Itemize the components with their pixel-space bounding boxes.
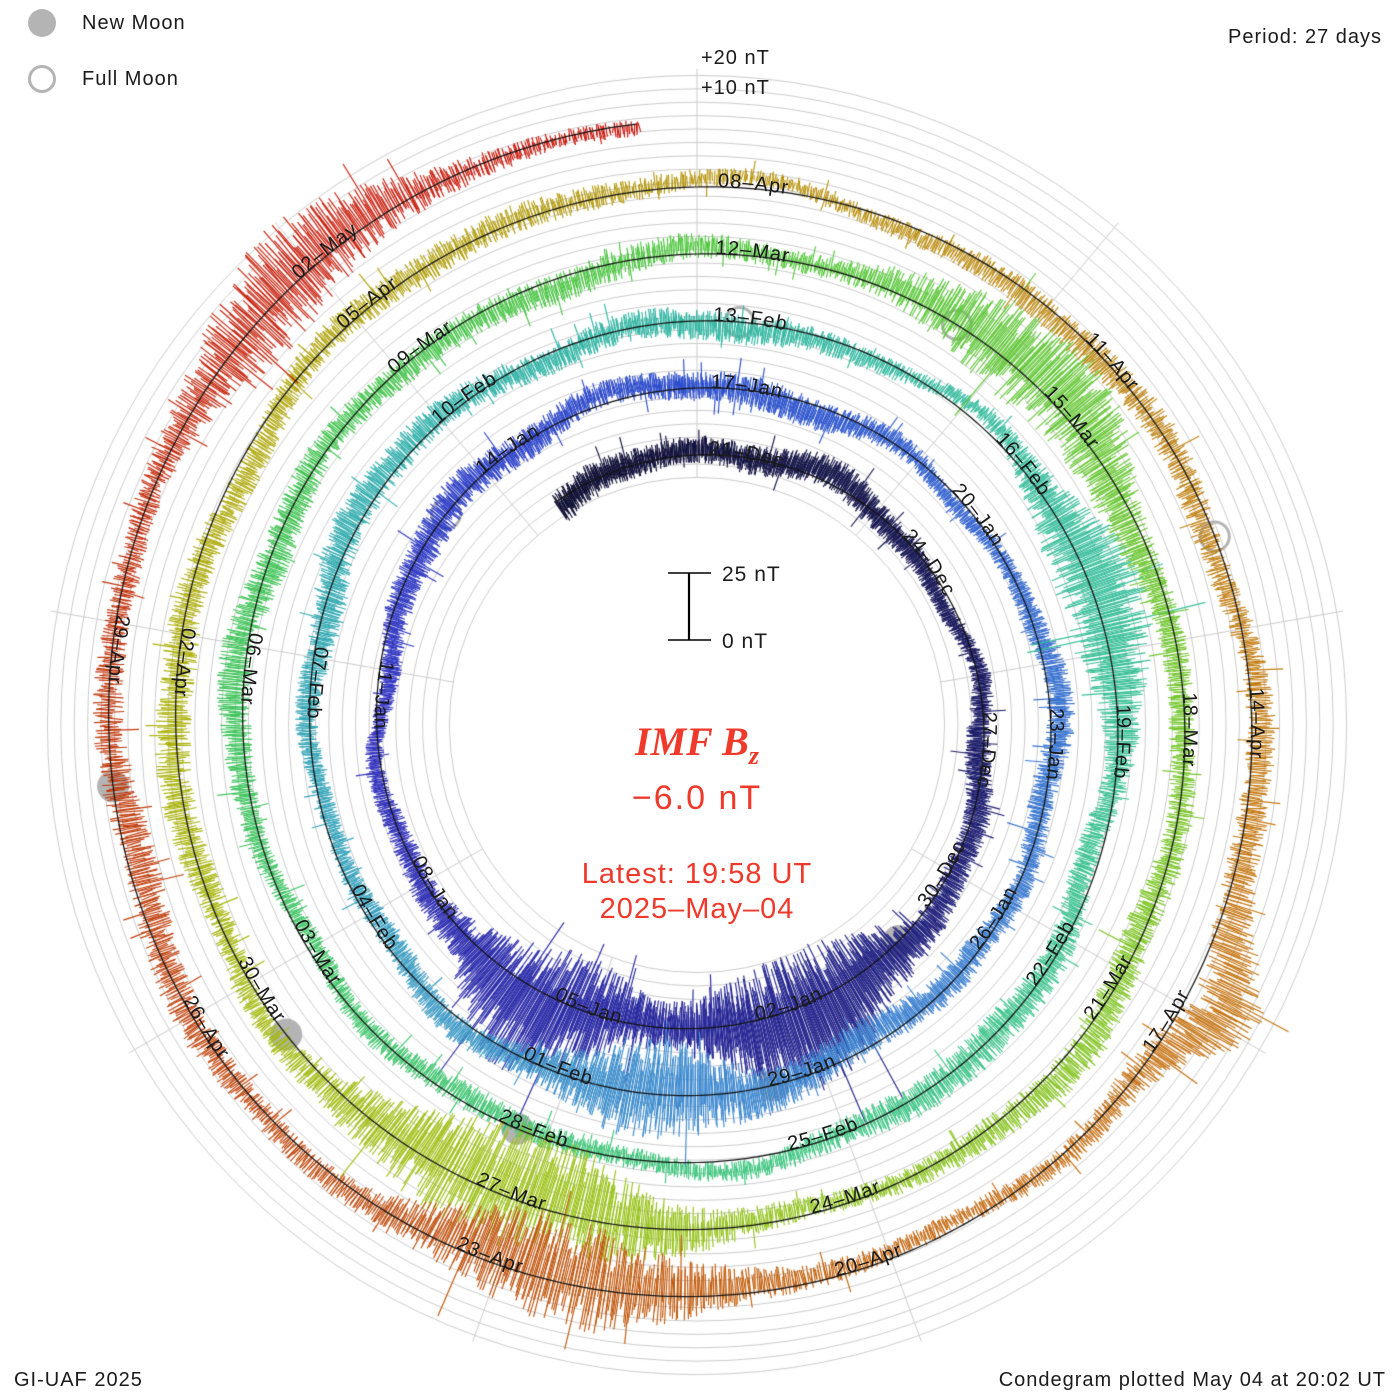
- imf-bz-current-value: −6.0 nT: [631, 779, 763, 817]
- grid-label-plus20nT: +20 nT: [701, 47, 770, 69]
- latest-date-label: 2025–May–04: [599, 893, 795, 925]
- latest-time-label: Latest: 19:58 UT: [581, 858, 813, 890]
- legend-new-moon: New Moon: [28, 4, 186, 42]
- new-moon-label: New Moon: [82, 11, 186, 34]
- plotted-timestamp: Condegram plotted May 04 at 20:02 UT: [998, 1369, 1386, 1391]
- full-moon-icon: [28, 65, 56, 93]
- new-moon-icon: [28, 9, 56, 37]
- grid-label-plus10nT: +10 nT: [701, 77, 770, 99]
- period-label: Period: 27 days: [1228, 26, 1382, 48]
- credit-label: GI-UAF 2025: [14, 1369, 143, 1391]
- center-annotation: IMF Bz −6.0 nT Latest: 19:58 UT 2025–May…: [497, 718, 897, 926]
- legend-full-moon: Full Moon: [28, 60, 186, 98]
- moon-legend: New Moon Full Moon: [28, 4, 186, 116]
- imf-bz-title: IMF Bz: [635, 719, 759, 770]
- full-moon-label: Full Moon: [82, 67, 179, 90]
